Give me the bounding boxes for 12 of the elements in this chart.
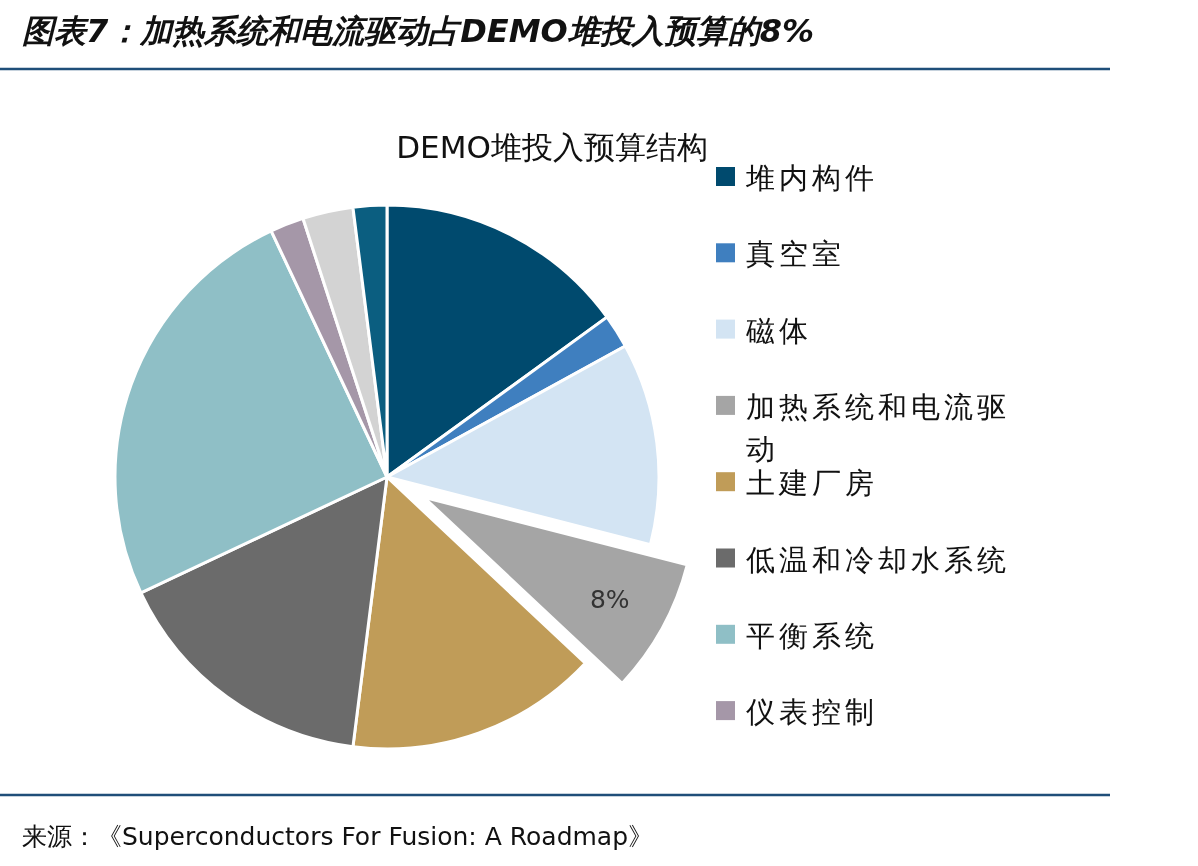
data-label: 8% [589, 585, 630, 615]
legend-label: 仪表控制 [746, 695, 878, 730]
legend-label: 磁体 [745, 313, 812, 348]
source-note: 来源：《Superconductors For Fusion: A Roadmap》 [22, 822, 654, 851]
chart-subtitle: DEMO堆投入预算结构 [396, 129, 708, 165]
legend-label: 平衡系统 [746, 618, 878, 653]
legend-label: 堆内构件 [745, 161, 878, 195]
legend-label: 加热系统和电流驱动 [746, 389, 1010, 466]
legend-label: 低温和冷却水系统 [746, 542, 1010, 577]
legend-label: 真空室 [746, 237, 845, 272]
legend-label: 土建厂房 [746, 466, 878, 501]
chart-title: 图表7：加热系统和电流驱动占DEMO堆投入预算的8% [22, 12, 815, 50]
